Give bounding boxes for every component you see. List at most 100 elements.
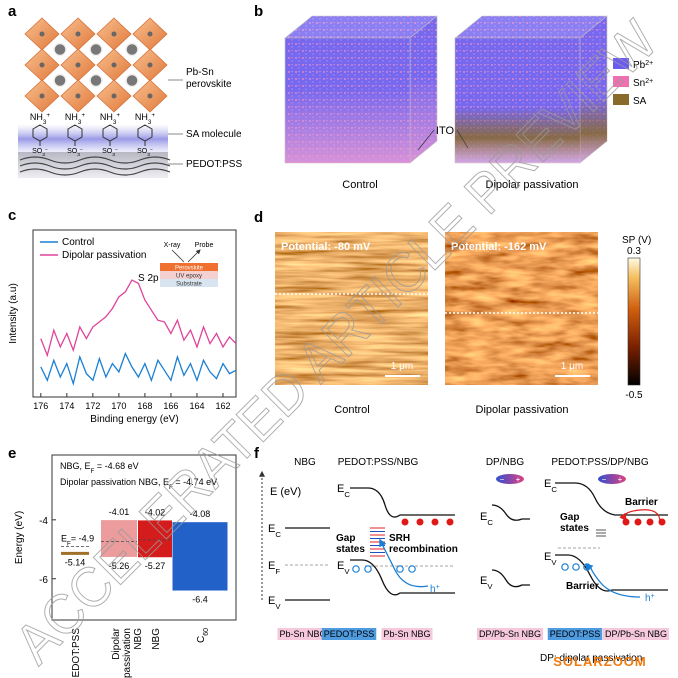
a-site-cation [125,42,139,57]
text-part: NH [135,112,148,122]
leader [417,129,435,151]
metal-atom [147,62,153,68]
text-part: Gap [336,533,355,544]
value-label: -5.14 [65,557,86,567]
subscript: C [344,490,350,499]
subscript: F [91,468,95,475]
text-part: SO [102,148,113,155]
legend-swatch [613,76,629,87]
metal-atom [39,93,45,99]
superscript: + [81,112,85,119]
a-site-cation [53,73,67,88]
tag-background [381,628,433,640]
diagram-title: DP/NBG [486,457,525,468]
metal-atom [147,31,153,37]
metal-atom [111,62,117,68]
text-part: NH [100,112,113,122]
superscript: + [436,584,440,591]
layer-tag: Pb-Sn NBG [383,629,430,639]
note: Dipolar passivation NBG, EF = -4.74 eV [60,477,217,491]
band-label: EV [337,560,350,576]
band-label: EV [480,575,493,591]
x-tick-label: 162 [215,401,230,411]
text-part: NBG, E [60,461,91,471]
band-edge [350,559,455,596]
x-tick-label: 168 [137,401,152,411]
text-part: Gap [560,512,579,523]
colorbar-title: SP (V) [622,235,651,246]
bar [101,520,137,557]
text-line: Gap [336,533,355,544]
inset-label: Probe [195,242,214,249]
beam [187,249,201,263]
cube-shading [285,38,410,163]
text-part: SO [67,148,78,155]
electron [401,518,409,526]
value-label: -4.08 [190,509,211,519]
y-axis-label: Energy (eV) [14,511,25,564]
metal-atom [75,93,81,99]
electron [646,518,654,526]
value-label: -5.26 [109,561,130,571]
inset-layer-label: Substrate [176,282,202,288]
gap-states-label: Gap states [336,533,365,555]
subscript: 60 [203,628,210,636]
text-part: E [268,523,275,535]
category-label: DipolarpassivationNBG [111,627,144,678]
text-part: E [268,560,275,572]
superscript: + [651,593,655,600]
x-tick-label: 174 [59,401,74,411]
hole [561,563,569,571]
energy-axis-label: E (eV) [270,486,301,498]
electron [622,518,630,526]
subscript: V [551,558,557,567]
hole-label: h+ [430,584,440,596]
text-part: states [336,544,365,555]
superscript: − [115,148,118,153]
text-part: = -4.68 eV [94,461,138,471]
text-part: SO [32,148,43,155]
text-line: Gap [560,512,579,523]
tag-background [602,628,670,640]
diagram-title: NBG [294,457,316,468]
x-axis-label: Binding energy (eV) [90,414,178,425]
data-line [40,279,237,358]
text-part: NH [65,112,78,122]
panel-letter: d [254,209,263,226]
text-part: Sn [633,78,645,89]
afm-image [445,232,598,385]
text-part: Dipolar passivation NBG, E [60,477,169,487]
subscript: V [275,602,281,611]
y-tick-label: -4 [39,516,48,527]
text-line: recombination [389,544,458,555]
electron [416,518,424,526]
sample-label: Dipolar passivation [486,179,579,191]
subscript: F [275,567,280,576]
sample-label: Control [334,404,369,416]
subscript: 3 [112,152,115,158]
barrier-label: Barrier [625,497,658,508]
fermi-label: EF= -4.9 [61,533,94,547]
value-label: -6.4 [192,595,208,605]
value-label: -4.02 [145,507,166,517]
a-site-cation [89,42,103,57]
value-label: -5.27 [145,561,166,571]
inset-layer [160,279,218,287]
metal-atom [39,31,45,37]
footnote: DP: dipolar passivation [540,653,642,664]
text-part: E [337,560,344,572]
subscript: V [487,582,493,591]
band-edge [619,509,661,523]
note: NBG, EF = -4.68 eV [60,461,139,475]
panel-letter: e [8,445,16,462]
beam [171,249,185,263]
electron [446,518,454,526]
text-line: Pb-Sn [186,67,214,78]
band-label: EC [544,478,557,494]
band-edge [555,482,668,516]
y-tick-label: -6 [39,575,48,586]
scale-label: 1 μm [561,361,583,372]
hole [572,563,580,571]
gap-states-label: Gap states [560,512,589,534]
inset-label: X-ray [164,242,181,249]
